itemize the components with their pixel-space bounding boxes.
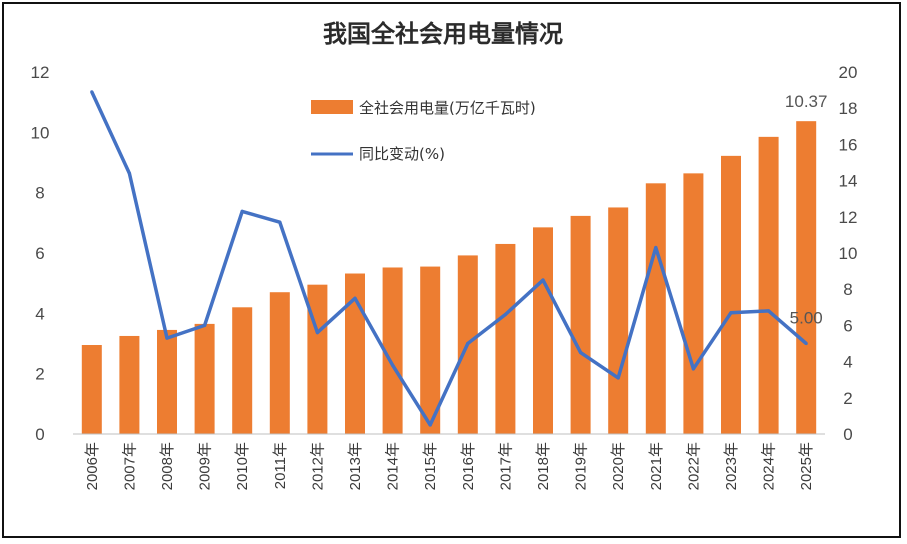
- line-point: [391, 363, 395, 367]
- left-tick-label: 10: [31, 123, 50, 142]
- x-tick-label: 2017年: [497, 442, 514, 490]
- bar: [157, 329, 177, 434]
- right-tick-label: 4: [843, 353, 852, 372]
- chart-title: 我国全社会用电量情况: [323, 20, 563, 48]
- bar: [269, 292, 290, 434]
- right-tick-label: 18: [839, 99, 858, 118]
- right-tick-label: 6: [843, 316, 852, 335]
- bar: [194, 323, 215, 434]
- bar: [683, 173, 704, 435]
- line-series-path: [90, 91, 808, 427]
- line-point: [278, 220, 282, 224]
- x-tick-label: 2013年: [347, 442, 364, 490]
- x-axis: 2006年 2007年 2008年 2009年 2010年 2011年 2012年 2013年…: [73, 433, 825, 490]
- x-tick-label: 2009年: [197, 442, 214, 490]
- line-point: [579, 350, 583, 355]
- data-label: 10.37: [785, 92, 828, 111]
- left-tick-label: 0: [35, 425, 44, 444]
- bar: [345, 273, 365, 434]
- x-tick-label: 2024年: [761, 442, 778, 490]
- right-tick-label: 12: [839, 208, 858, 227]
- left-tick-label: 8: [35, 184, 44, 203]
- line-point: [541, 278, 545, 282]
- bar: [81, 345, 102, 434]
- line-point: [466, 341, 470, 346]
- data-label: 5.00: [790, 309, 823, 328]
- legend-label-line: 同比变动(%): [359, 145, 445, 163]
- line-point: [165, 336, 169, 340]
- bar: [758, 136, 779, 434]
- line-point: [804, 341, 808, 346]
- x-tick-label: 2015年: [422, 442, 439, 490]
- bar-series: [81, 121, 817, 435]
- line-point: [315, 331, 319, 335]
- bar: [608, 207, 629, 434]
- line-point: [767, 309, 771, 313]
- left-tick-label: 6: [35, 244, 44, 263]
- bar: [119, 335, 140, 434]
- bar: [645, 183, 666, 434]
- right-axis: 0 2 4 6 8 10 12 14 16 18 20: [839, 63, 858, 444]
- bar: [495, 243, 516, 434]
- right-tick-label: 14: [839, 172, 858, 191]
- x-tick-label: 2014年: [385, 442, 402, 490]
- line-point: [203, 323, 207, 327]
- line-point: [729, 311, 733, 315]
- x-tick-label: 2016年: [460, 442, 477, 490]
- x-tick-label: 2018年: [535, 442, 552, 490]
- x-tick-label: 2022年: [685, 442, 702, 490]
- x-tick-label: 2011年: [272, 442, 289, 489]
- x-tick-label: 2012年: [309, 442, 326, 490]
- right-tick-label: 2: [843, 389, 852, 408]
- legend-label-bar: 全社会用电量(万亿千瓦时): [359, 99, 536, 117]
- left-tick-label: 12: [31, 63, 50, 82]
- line-point: [90, 90, 94, 94]
- left-tick-label: 4: [35, 304, 44, 323]
- right-tick-label: 16: [839, 135, 858, 154]
- bar: [420, 266, 441, 434]
- x-tick-label: 2023年: [723, 442, 740, 490]
- bar: [796, 121, 817, 435]
- line-point: [616, 376, 620, 380]
- x-tick-label: 2007年: [121, 442, 138, 490]
- line-point: [503, 312, 507, 317]
- line-point: [353, 296, 357, 300]
- line-point: [691, 367, 696, 371]
- bar: [721, 155, 741, 434]
- legend-swatch-bar: [311, 100, 353, 114]
- line-point: [240, 209, 244, 213]
- x-tick-label: 2006年: [84, 442, 101, 490]
- data-labels: 10.37 5.00: [785, 92, 828, 327]
- x-tick-label: 2021年: [648, 442, 665, 490]
- bar: [382, 267, 403, 434]
- right-tick-label: 10: [839, 244, 858, 263]
- right-tick-label: 0: [843, 425, 852, 444]
- line-series: [90, 90, 808, 427]
- right-tick-label: 20: [839, 63, 858, 82]
- right-tick-label: 8: [843, 280, 852, 299]
- line-point: [127, 171, 131, 175]
- bar: [570, 215, 591, 434]
- x-tick-label: 2025年: [798, 442, 815, 490]
- line-point: [654, 245, 658, 250]
- left-tick-label: 2: [35, 365, 44, 384]
- x-tick-label: 2008年: [159, 442, 176, 490]
- x-tick-label: 2019年: [573, 442, 590, 490]
- bar: [533, 227, 553, 434]
- x-tick-label: 2010年: [234, 442, 251, 490]
- bar: [232, 307, 253, 434]
- x-tick-label: 2020年: [610, 442, 627, 490]
- left-axis: 0 2 4 6 8 10 12: [31, 63, 50, 444]
- line-point: [428, 423, 432, 427]
- legend: 全社会用电量(万亿千瓦时) 同比变动(%): [311, 99, 536, 163]
